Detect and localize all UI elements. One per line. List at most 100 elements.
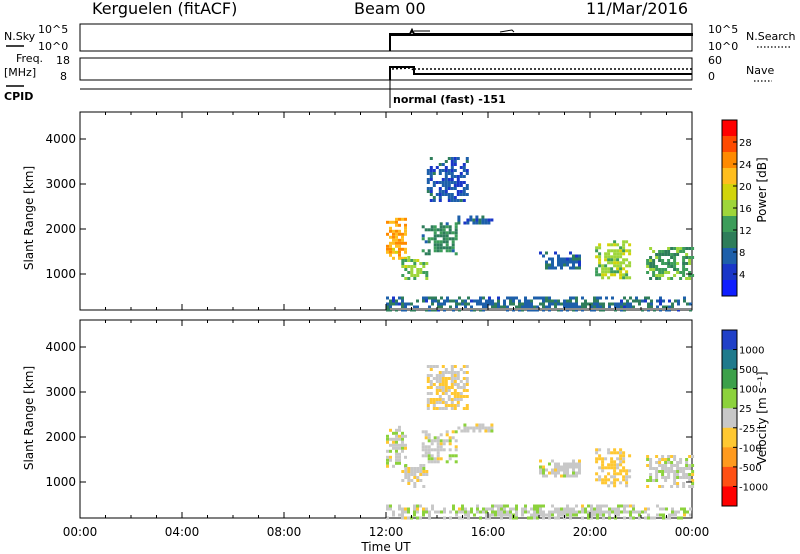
heatmap-cell <box>453 383 457 386</box>
heatmap-cell <box>641 299 644 303</box>
heatmap-cell <box>470 510 473 514</box>
heatmap-cell <box>429 401 433 404</box>
heatmap-cell <box>605 510 608 514</box>
heatmap-cell <box>401 265 405 268</box>
heatmap-cell <box>419 262 423 265</box>
heatmap-cell <box>551 468 554 472</box>
heatmap-cell <box>450 404 454 407</box>
heatmap-cell <box>450 175 454 178</box>
heatmap-cell <box>593 302 596 306</box>
heatmap-cell <box>444 169 448 172</box>
heatmap-cell <box>419 470 423 473</box>
heatmap-cell <box>453 181 457 184</box>
heatmap-cell <box>683 299 686 303</box>
heatmap-cell <box>625 478 629 482</box>
heatmap-cell <box>595 451 599 455</box>
heatmap-cell <box>613 478 617 482</box>
heatmap-cell <box>463 221 467 225</box>
heatmap-cell <box>548 266 551 270</box>
heatmap-cell <box>410 268 414 271</box>
heatmap-cell <box>431 507 434 511</box>
heatmap-cell <box>392 250 395 254</box>
heatmap-cell <box>458 296 461 300</box>
heatmap-cell <box>536 296 539 300</box>
heatmap-cell <box>488 507 491 511</box>
heatmap-cell <box>404 455 407 459</box>
heatmap-cell <box>661 485 665 488</box>
heatmap-cell <box>557 513 560 517</box>
colorbar-tick-label: -100 <box>739 443 762 454</box>
heatmap-cell <box>595 460 599 464</box>
heatmap-cell <box>688 259 692 262</box>
heatmap-cell <box>419 464 423 467</box>
heatmap-cell <box>392 256 395 260</box>
heatmap-cell <box>655 256 659 259</box>
heatmap-cell <box>484 221 488 225</box>
heatmap-cell <box>610 463 614 467</box>
heatmap-cell <box>462 199 466 202</box>
heatmap-cell <box>598 457 602 461</box>
heatmap-cell <box>462 190 466 193</box>
heatmap-cell <box>427 445 431 449</box>
heatmap-cell <box>652 265 656 268</box>
heatmap-cell <box>443 299 446 303</box>
heatmap-cell <box>465 407 469 410</box>
heatmap-cell <box>481 218 485 222</box>
heatmap-cell <box>560 510 563 514</box>
heatmap-cell <box>462 166 466 169</box>
heatmap-cell <box>442 448 446 452</box>
heatmap-cell <box>401 296 404 300</box>
heatmap-cell <box>524 302 527 306</box>
heatmap-cell <box>548 513 551 517</box>
heatmap-cell <box>464 507 467 511</box>
heatmap-cell <box>448 231 452 235</box>
heatmap-cell <box>625 475 629 479</box>
heatmap-cell <box>649 473 653 476</box>
heatmap-cell <box>616 255 620 259</box>
heatmap-cell <box>395 431 398 435</box>
cpid-value: normal (fast) -151 <box>393 93 506 106</box>
heatmap-cell <box>457 215 461 219</box>
heatmap-cell <box>395 449 398 453</box>
heatmap-cell <box>445 234 449 238</box>
heatmap-cell <box>649 259 653 262</box>
heatmap-cell <box>649 247 653 250</box>
heatmap-cell <box>450 407 454 410</box>
heatmap-cell <box>497 299 500 303</box>
heatmap-cell <box>404 467 408 470</box>
heatmap-cell <box>432 398 436 401</box>
heatmap-cell <box>462 163 466 166</box>
heatmap-cell <box>439 457 443 461</box>
heatmap-cell <box>459 398 463 401</box>
heatmap-cell <box>619 451 623 455</box>
heatmap-cell <box>413 476 417 479</box>
heatmap-cell <box>462 187 466 190</box>
heatmap-cell <box>404 302 407 306</box>
heatmap-cell <box>456 190 460 193</box>
heatmap-cell <box>386 308 389 312</box>
heatmap-cell <box>456 184 460 187</box>
heatmap-cell <box>649 265 653 268</box>
heatmap-cell <box>395 452 398 456</box>
heatmap-cell <box>509 510 512 514</box>
heatmap-cell <box>566 462 569 466</box>
heatmap-cell <box>655 268 659 271</box>
heatmap-cell <box>667 277 671 280</box>
heatmap-cell <box>542 296 545 300</box>
heatmap-cell <box>455 302 458 306</box>
heatmap-cell <box>404 232 407 236</box>
heatmap-cell <box>617 504 620 508</box>
heatmap-cell <box>664 461 668 464</box>
heatmap-cell <box>389 241 392 245</box>
heatmap-cell <box>487 429 491 433</box>
heatmap-cell <box>557 254 560 258</box>
heatmap-cell <box>554 510 557 514</box>
heatmap-cell <box>427 454 431 458</box>
heatmap-cell <box>407 476 411 479</box>
heatmap-cell <box>453 163 457 166</box>
heatmap-cell <box>490 426 494 430</box>
heatmap-cell <box>449 516 452 520</box>
heatmap-cell <box>440 302 443 306</box>
heatmap-cell <box>613 463 617 467</box>
heatmap-cell <box>515 510 518 514</box>
